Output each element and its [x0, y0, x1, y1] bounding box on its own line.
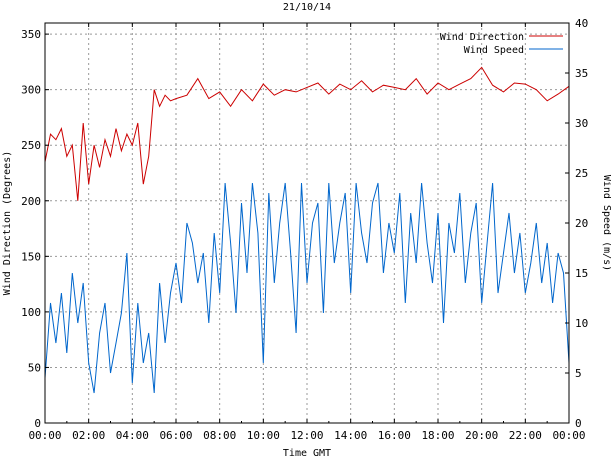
right-tick-label: 0 — [575, 417, 582, 430]
x-tick-label: 08:00 — [203, 429, 236, 442]
left-tick-label: 100 — [21, 306, 41, 319]
right-tick-label: 30 — [575, 117, 588, 130]
right-tick-label: 5 — [575, 367, 582, 380]
left-tick-label: 350 — [21, 28, 41, 41]
left-tick-label: 50 — [28, 361, 41, 374]
right-tick-label: 15 — [575, 267, 588, 280]
right-tick-label: 20 — [575, 217, 588, 230]
x-tick-label: 22:00 — [509, 429, 542, 442]
x-tick-label: 18:00 — [421, 429, 454, 442]
legend: Wind Direction Wind Speed — [440, 32, 563, 56]
x-axis-ticks: 00:00 02:00 04:00 06:00 08:00 10:00 12:00 14:00… — [28, 23, 586, 442]
left-tick-label: 300 — [21, 84, 41, 97]
x-tick-label: 10:00 — [247, 429, 280, 442]
series-line-wind-speed — [44, 182, 570, 394]
right-axis-ticks: 0 5 10 15 20 25 30 35 40 — [565, 17, 588, 430]
right-tick-label: 10 — [575, 317, 588, 330]
x-tick-label: 00:00 — [28, 429, 61, 442]
left-axis-ticks: 0 50 100 150 200 250 300 350 — [21, 28, 49, 430]
x-axis-label: Time GMT — [283, 448, 331, 459]
left-tick-label: 200 — [21, 195, 41, 208]
chart-title: 21/10/14 — [283, 2, 331, 13]
x-tick-label: 20:00 — [465, 429, 498, 442]
legend-label: Wind Speed — [464, 45, 524, 56]
series-layer — [44, 66, 570, 394]
x-tick-label: 00:00 — [552, 429, 585, 442]
x-tick-label: 04:00 — [116, 429, 149, 442]
left-axis-label: Wind Direction (Degrees) — [2, 151, 13, 296]
left-tick-label: 250 — [21, 139, 41, 152]
right-tick-label: 35 — [575, 67, 588, 80]
left-tick-label: 0 — [34, 417, 41, 430]
x-tick-label: 06:00 — [159, 429, 192, 442]
x-tick-label: 16:00 — [378, 429, 411, 442]
right-tick-label: 40 — [575, 17, 588, 30]
x-tick-label: 02:00 — [72, 429, 105, 442]
x-tick-label: 12:00 — [290, 429, 323, 442]
legend-label: Wind Direction — [440, 32, 524, 43]
right-axis-label: Wind Speed (m/s) — [601, 175, 611, 271]
grid — [45, 23, 569, 423]
right-tick-label: 25 — [575, 167, 588, 180]
left-tick-label: 150 — [21, 250, 41, 263]
series-line-wind-direction — [44, 66, 570, 201]
x-tick-label: 14:00 — [334, 429, 367, 442]
